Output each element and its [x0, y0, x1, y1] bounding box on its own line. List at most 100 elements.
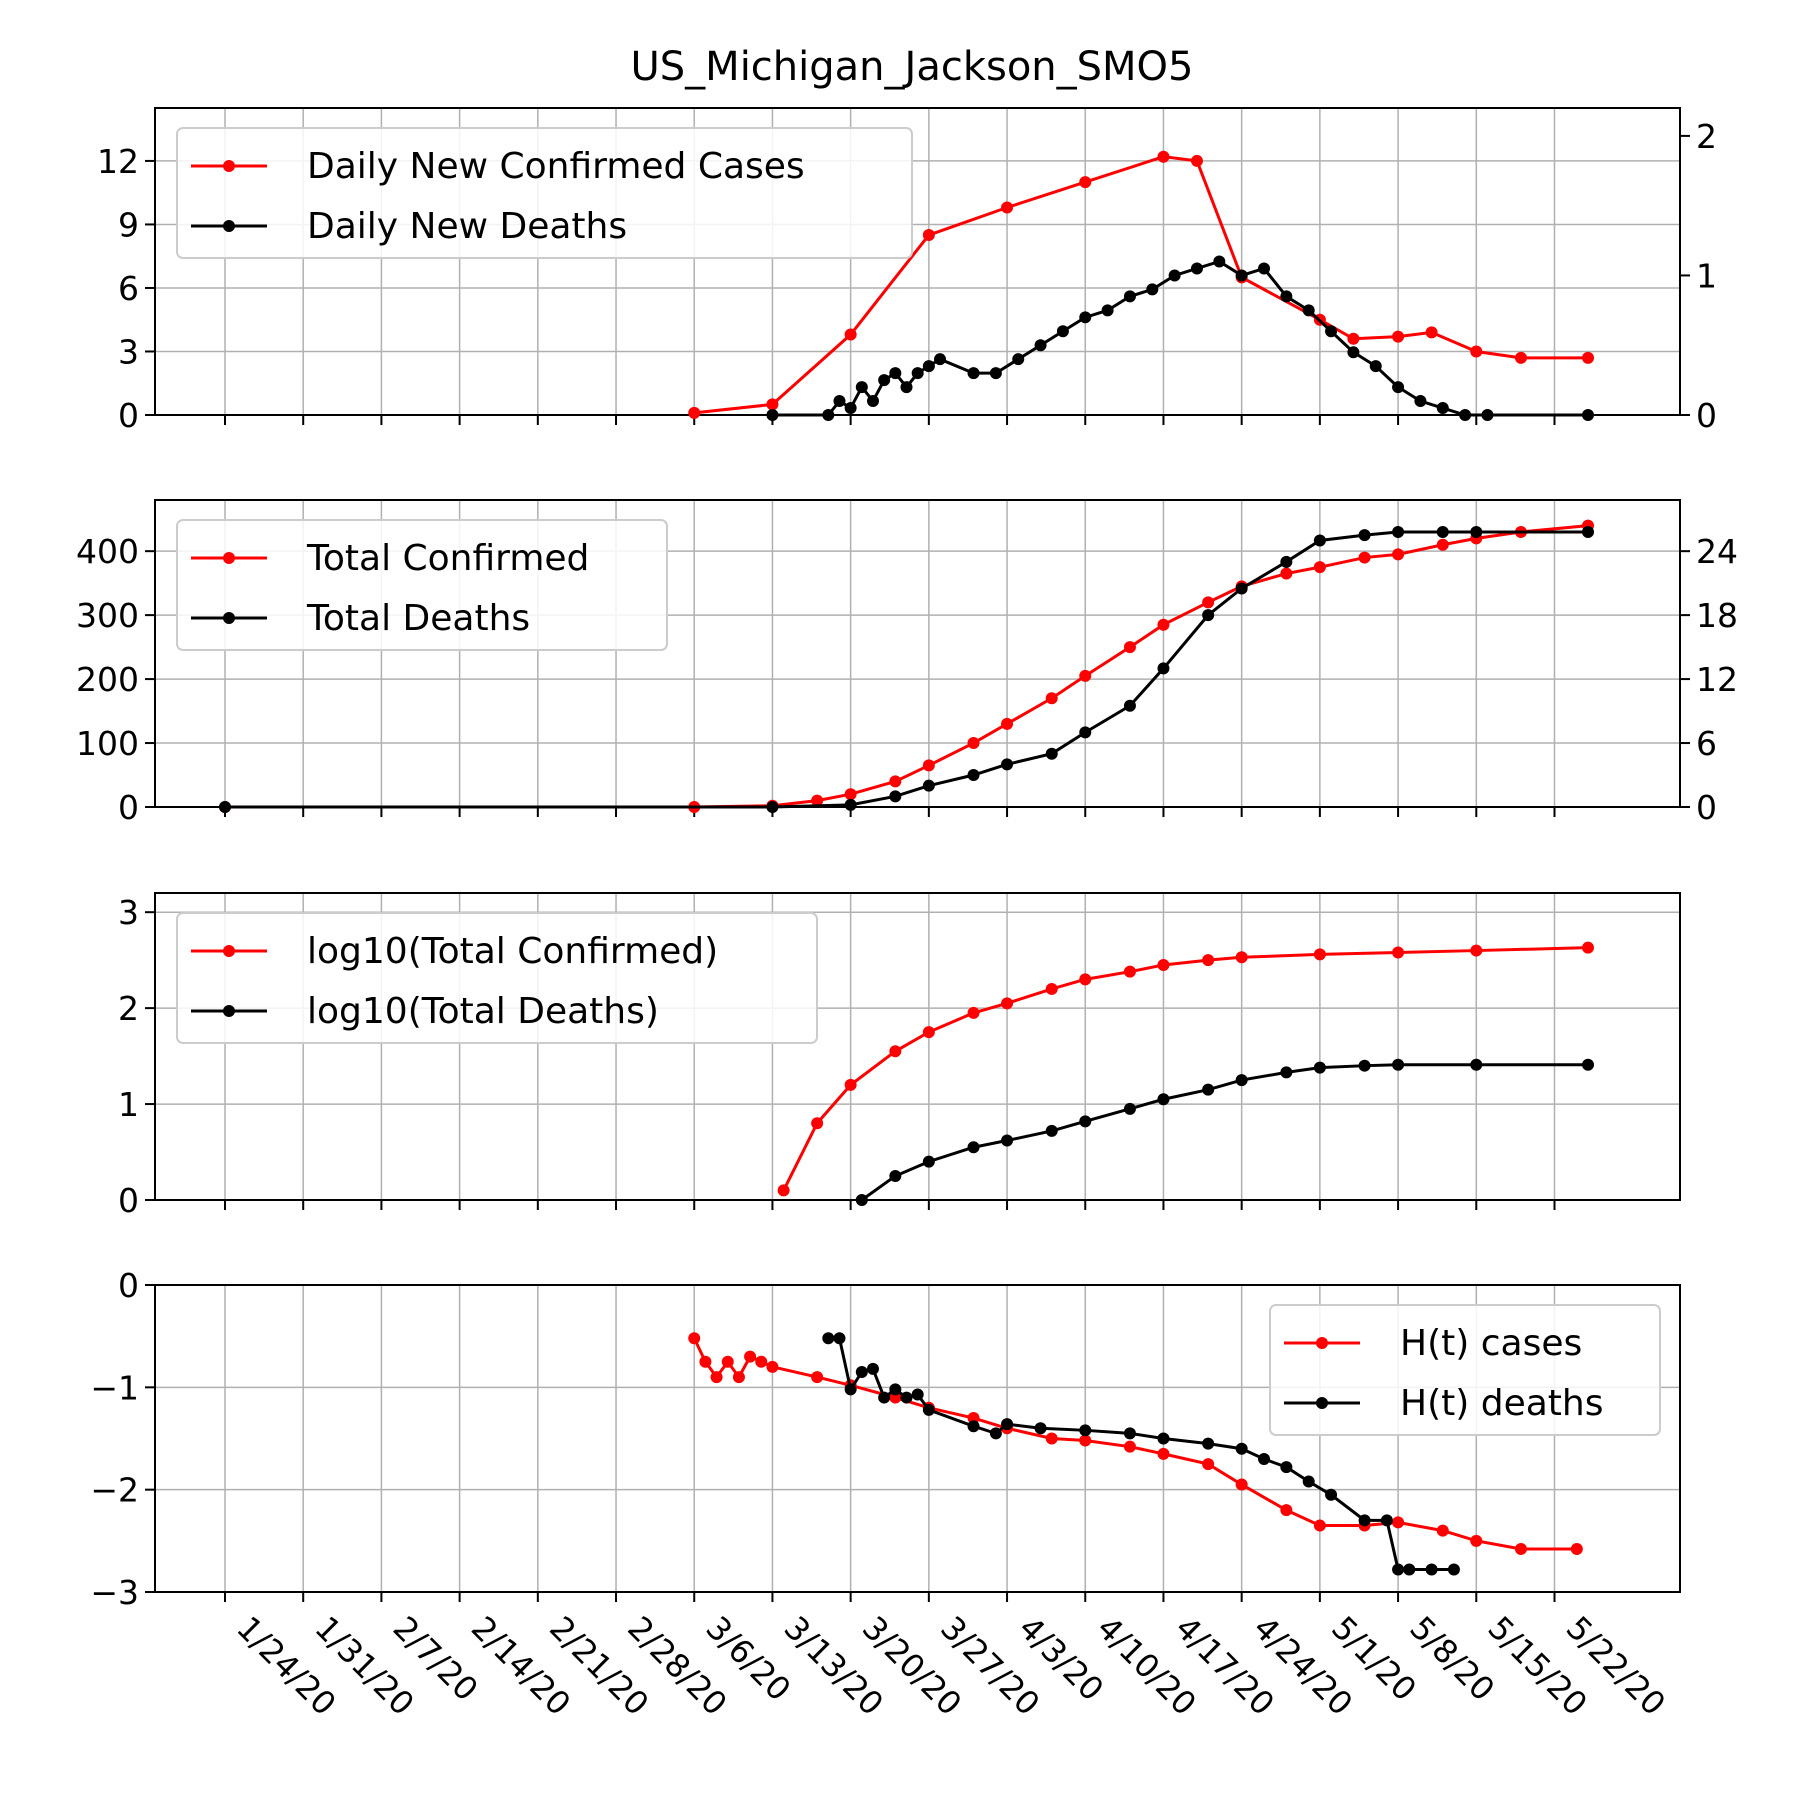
data-point	[1459, 409, 1472, 421]
axes-frame	[154, 107, 1681, 416]
series-1-1	[688, 150, 1595, 419]
data-point	[1079, 1424, 1092, 1437]
data-point	[1570, 1543, 1583, 1556]
legend-label: Daily New Confirmed Cases	[307, 146, 805, 187]
series-line	[692, 1337, 1577, 1551]
data-point	[1392, 1058, 1405, 1071]
data-point	[889, 790, 902, 803]
y-tick-label: 3	[118, 332, 139, 371]
series-line	[782, 946, 1589, 1192]
legend-label: H(t) cases	[1400, 1323, 1582, 1364]
data-point	[1202, 1083, 1215, 1096]
legend-marker	[223, 552, 235, 564]
data-point	[1369, 360, 1382, 373]
data-point	[1001, 1418, 1014, 1431]
data-point	[833, 1332, 846, 1345]
panel-3: 0 1 2 3 log10(Total Confirmed) log10(Total De…	[118, 892, 1681, 1220]
data-point	[1001, 997, 1014, 1010]
y-tick-label: 0	[118, 788, 139, 827]
data-point	[889, 1383, 902, 1396]
data-point	[1582, 409, 1595, 421]
data-point	[1157, 1093, 1170, 1106]
y-tick-label: 3	[118, 893, 139, 932]
data-point	[1258, 262, 1271, 275]
data-point	[1123, 1102, 1136, 1115]
data-point	[721, 1355, 734, 1368]
legend: log10(Total Confirmed) log10(Total Deaths…	[176, 912, 818, 1044]
y-right-tick-label: 24	[1696, 532, 1738, 571]
data-point	[855, 1194, 868, 1206]
data-point	[922, 759, 935, 772]
data-point	[1425, 1563, 1438, 1576]
y-right-tick-label: 18	[1696, 596, 1738, 635]
data-point	[1347, 346, 1360, 359]
data-point	[1123, 699, 1136, 712]
data-point	[844, 328, 857, 341]
y-tick-label: 12	[97, 142, 139, 181]
data-point	[1280, 1066, 1293, 1079]
data-point	[967, 1006, 980, 1019]
data-point	[1045, 692, 1058, 705]
data-point	[1079, 973, 1092, 986]
data-point	[1392, 946, 1405, 959]
data-point	[1045, 1432, 1058, 1445]
legend-marker	[223, 945, 235, 957]
legend-marker	[1316, 1397, 1328, 1409]
data-point	[1123, 965, 1136, 978]
data-point	[889, 1170, 902, 1183]
y-tick-label: 200	[76, 660, 139, 699]
data-point	[732, 1371, 745, 1384]
data-point	[1414, 395, 1427, 408]
legend-box	[176, 519, 668, 651]
data-point	[811, 1371, 824, 1384]
data-point	[1202, 954, 1215, 967]
data-point	[922, 360, 935, 373]
data-point	[766, 409, 779, 421]
data-point	[1313, 561, 1326, 574]
data-point	[844, 1383, 857, 1396]
data-point	[1190, 154, 1203, 167]
data-point	[1582, 941, 1595, 954]
data-point	[1157, 1432, 1170, 1445]
y-tick-label: 300	[76, 596, 139, 635]
y-right-tick-label: 12	[1696, 660, 1738, 699]
data-point	[1358, 1514, 1371, 1527]
data-point	[967, 737, 980, 750]
legend-box	[176, 912, 818, 1044]
data-point	[1213, 255, 1226, 268]
data-point	[1313, 534, 1326, 547]
legend-box	[176, 127, 913, 259]
data-point	[1001, 758, 1014, 771]
axes-frame	[154, 1284, 1681, 1593]
data-point	[844, 1078, 857, 1091]
y-tick-label: −1	[90, 1368, 139, 1407]
data-point	[1325, 1488, 1338, 1501]
data-point	[1190, 262, 1203, 275]
legend: H(t) cases H(t) deaths	[1269, 1304, 1661, 1436]
y-tick-label: 0	[118, 1181, 139, 1220]
data-point	[989, 367, 1002, 380]
data-point	[688, 406, 701, 419]
data-point	[1470, 944, 1483, 957]
data-point	[1202, 1437, 1215, 1450]
data-point	[1056, 325, 1069, 338]
series-3-1	[777, 941, 1595, 1197]
data-point	[1582, 351, 1595, 364]
data-point	[889, 1045, 902, 1058]
data-point	[1202, 609, 1215, 622]
data-point	[1235, 1074, 1248, 1087]
data-point	[1302, 304, 1315, 317]
data-point	[766, 1360, 779, 1373]
legend: Daily New Confirmed Cases Daily New Death…	[176, 127, 913, 259]
data-point	[1403, 1563, 1416, 1576]
data-point	[967, 367, 980, 380]
panel-4: −3 −2 −1 0 H(t) cases H(t) deaths	[90, 1266, 1681, 1612]
data-point	[855, 381, 868, 394]
y-tick-label: 9	[118, 205, 139, 244]
y-tick-label: 2	[118, 989, 139, 1028]
legend: Total Confirmed Total Deaths	[176, 519, 668, 651]
axes-frame	[154, 892, 1681, 1201]
data-point	[1079, 669, 1092, 682]
data-point	[1436, 525, 1449, 538]
data-point	[811, 1117, 824, 1130]
